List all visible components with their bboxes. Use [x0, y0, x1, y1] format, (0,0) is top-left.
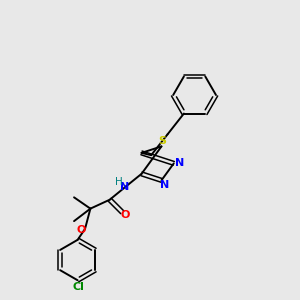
- Text: Cl: Cl: [72, 282, 84, 292]
- Text: H: H: [115, 177, 122, 187]
- Text: N: N: [160, 180, 169, 190]
- Text: S: S: [158, 136, 166, 146]
- Text: O: O: [76, 225, 86, 235]
- Text: N: N: [175, 158, 184, 168]
- Text: N: N: [120, 182, 130, 192]
- Text: O: O: [121, 210, 130, 220]
